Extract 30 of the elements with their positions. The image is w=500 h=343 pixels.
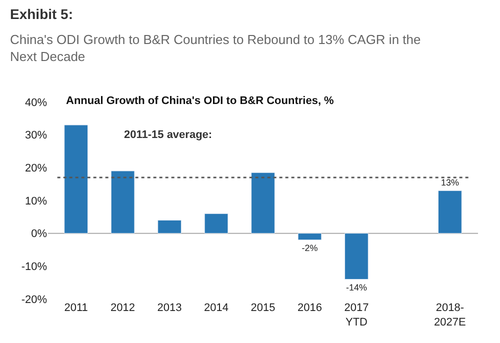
y-tick-label: -10% xyxy=(21,261,48,274)
x-tick-label: 2013 xyxy=(157,302,182,314)
data-label: -2% xyxy=(302,242,318,253)
ref-line-label: 2011-15 average: xyxy=(124,129,212,141)
x-tick-label: 2014 xyxy=(204,302,228,314)
y-tick-label: 40% xyxy=(24,96,48,109)
y-tick-label: 0% xyxy=(31,228,48,240)
y-tick-label: 20% xyxy=(24,162,48,175)
chart-title: Exhibit 5: xyxy=(10,6,74,22)
y-tick-label: -20% xyxy=(21,294,48,306)
bar xyxy=(158,220,182,234)
bar xyxy=(64,124,88,234)
x-tick-label: 2012 xyxy=(110,302,136,314)
x-tick-label: 2011 xyxy=(64,302,88,314)
y-tick-label: 30% xyxy=(24,130,48,142)
bar xyxy=(251,172,275,234)
x-tick-label: 2015 xyxy=(250,302,276,314)
data-label: 13% xyxy=(440,178,459,188)
x-tick-label: 2018- 2027E xyxy=(434,302,466,328)
bar xyxy=(204,213,228,234)
bar xyxy=(110,170,135,234)
chart-subtitle: China's ODI Growth to B&R Countries to Rebound to 13% CAGR in the Next Decade xyxy=(10,32,421,64)
bar xyxy=(438,190,462,234)
annotation: Annual Growth of China's ODI to B&R Countries, % xyxy=(66,95,334,107)
y-tick-label: 10% xyxy=(24,195,48,208)
bar xyxy=(344,233,368,280)
bar xyxy=(298,233,322,240)
data-label: -14% xyxy=(346,282,367,292)
x-tick-label: 2016 xyxy=(298,302,322,314)
x-tick-label: 2017 YTD xyxy=(344,302,369,328)
